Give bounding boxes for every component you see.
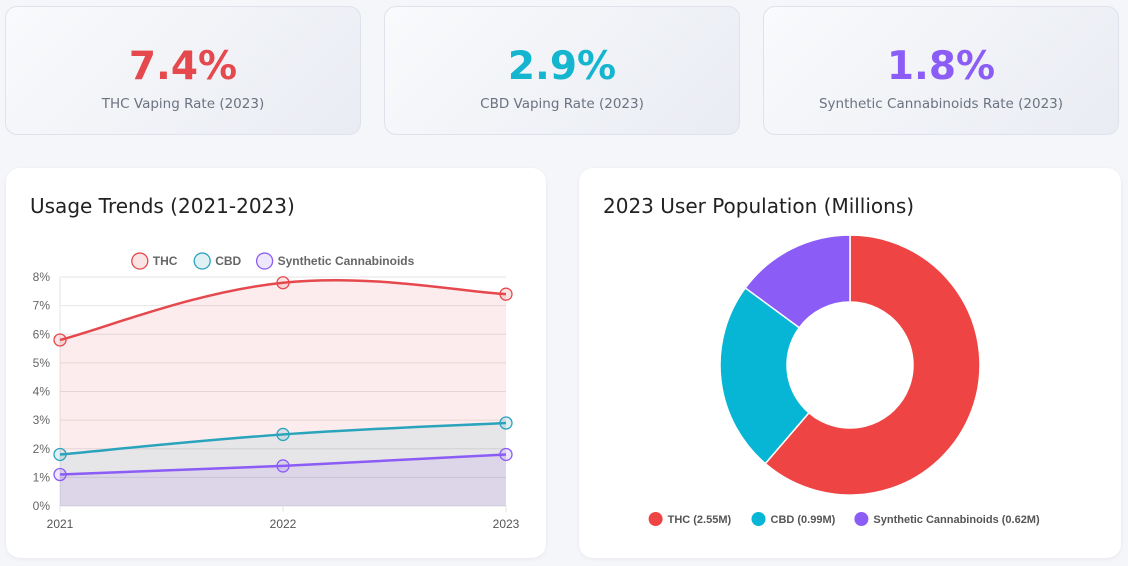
cbd-rate-value: 2.9% bbox=[507, 44, 617, 89]
synthetic-cannabinoids-area bbox=[60, 454, 506, 506]
synthetic-cannabinoids-point bbox=[276, 459, 290, 473]
y-tick-label: 3% bbox=[33, 413, 51, 427]
y-tick-label: 4% bbox=[33, 385, 51, 399]
legend-label-synthetic-cannabinoids: Synthetic Cannabinoids (0.62M) bbox=[873, 514, 1040, 526]
x-tick-label: 2021 bbox=[47, 517, 74, 531]
slice-synthetic-cannabinoids bbox=[744, 234, 851, 329]
y-tick-label: 1% bbox=[33, 470, 51, 484]
synthetic-cannabinoids-point bbox=[53, 467, 67, 482]
thc-legend-swatch bbox=[131, 252, 149, 270]
y-tick-label: 7% bbox=[33, 299, 51, 313]
cbd-point bbox=[53, 447, 67, 462]
stat-card-thc: 7.4% THC Vaping Rate (2023) bbox=[5, 6, 361, 135]
synthetic-rate-value: 1.8% bbox=[886, 44, 996, 89]
usage-trends-panel: Usage Trends (2021-2023) 0% 1% 2% 3% 4% 5% 6% 7… bbox=[6, 168, 546, 558]
synthetic-cannabinoids-legend-swatch bbox=[255, 252, 274, 270]
x-tick-label: 2023 bbox=[493, 517, 520, 531]
x-tick-label: 2022 bbox=[270, 517, 297, 531]
thc-rate-value: 7.4% bbox=[128, 44, 238, 89]
slice-cbd bbox=[719, 286, 810, 465]
y-tick-label: 0% bbox=[33, 499, 51, 513]
thc-point bbox=[276, 276, 290, 290]
y-tick-label: 8% bbox=[33, 270, 51, 284]
user-population-panel: 2023 User Population (Millions) THC (2.5… bbox=[579, 168, 1121, 558]
legend-swatch-synthetic-cannabinoids bbox=[854, 512, 869, 526]
cbd-point bbox=[276, 427, 290, 442]
thc-rate-label: THC Vaping Rate (2023) bbox=[101, 96, 265, 112]
synthetic-rate-label: Synthetic Cannabinoids Rate (2023) bbox=[818, 96, 1064, 112]
synthetic-cannabinoids-point bbox=[499, 447, 513, 462]
thc-point bbox=[499, 287, 513, 301]
user-population-chart: THC (2.55M) CBD (0.99M) Synthetic Cannabin… bbox=[648, 234, 1040, 526]
cbd-line bbox=[59, 421, 507, 456]
y-tick-label: 2% bbox=[33, 442, 51, 456]
thc-legend-label: THC bbox=[153, 254, 178, 268]
thc-area bbox=[60, 280, 506, 506]
legend-swatch-thc bbox=[648, 512, 663, 526]
legend-label-cbd: CBD (0.99M) bbox=[771, 514, 836, 526]
cbd-legend-swatch bbox=[193, 252, 211, 270]
legend-label-thc: THC (2.55M) bbox=[668, 514, 732, 526]
thc-point bbox=[53, 333, 67, 347]
stat-card-cbd: 2.9% CBD Vaping Rate (2023) bbox=[384, 6, 740, 135]
user-population-title: 2023 User Population (Millions) bbox=[603, 194, 915, 218]
cbd-rate-label: CBD Vaping Rate (2023) bbox=[480, 96, 644, 112]
usage-trends-chart: 0% 1% 2% 3% 4% 5% 6% 7% 8% 2021 2022 2023 THC CBD Synt… bbox=[33, 252, 520, 531]
cbd-legend-label: CBD bbox=[215, 254, 241, 268]
synthetic-cannabinoids-legend-label: Synthetic Cannabinoids bbox=[278, 254, 415, 268]
synthetic-cannabinoids-line bbox=[59, 453, 507, 476]
slice-thc bbox=[764, 234, 981, 496]
thc-line bbox=[59, 278, 507, 342]
stat-card-synthetic: 1.8% Synthetic Cannabinoids Rate (2023) bbox=[763, 6, 1119, 135]
legend-swatch-cbd bbox=[751, 512, 766, 526]
y-tick-label: 5% bbox=[33, 356, 51, 370]
usage-trends-title: Usage Trends (2021-2023) bbox=[30, 194, 295, 218]
y-tick-label: 6% bbox=[33, 327, 51, 341]
cbd-point bbox=[499, 416, 513, 430]
